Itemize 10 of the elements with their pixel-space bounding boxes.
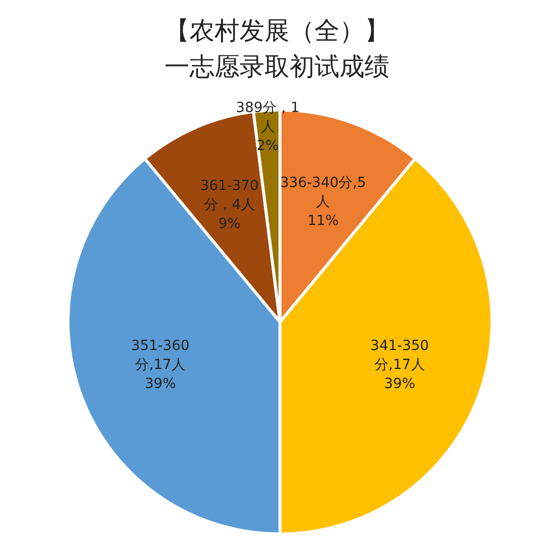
- slice-label: 341-350分,17人: [369, 336, 430, 375]
- data-label: 9%: [217, 214, 242, 234]
- chart-title: 【农村发展（全）】: [164, 15, 390, 47]
- chart-subtitle: 一志愿录取初试成绩: [164, 51, 390, 83]
- data-label: 39%: [383, 374, 416, 394]
- slice-label: 351-360分,17人: [130, 336, 191, 375]
- data-label: 39%: [144, 374, 177, 394]
- slice-label: 389分，1人: [234, 98, 301, 137]
- data-label: 11%: [306, 212, 340, 231]
- slice-label: 361-370分，4人: [199, 176, 260, 215]
